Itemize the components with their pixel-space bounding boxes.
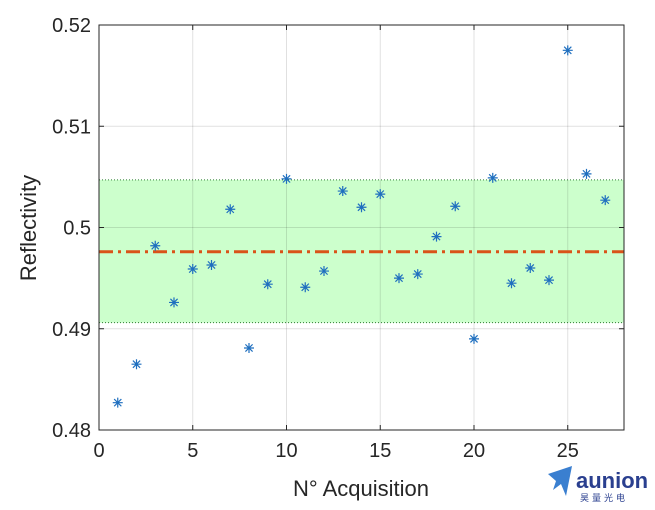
data-point — [244, 342, 254, 353]
logo-arrow-icon — [548, 466, 572, 496]
data-point — [431, 231, 442, 242]
data-point — [356, 202, 367, 213]
data-point — [412, 269, 423, 280]
data-point — [450, 201, 461, 212]
y-tick-label: 0.52 — [52, 15, 91, 37]
data-point — [544, 275, 554, 286]
data-point — [225, 204, 236, 215]
y-tick-label: 0.48 — [52, 420, 91, 442]
data-point — [112, 397, 123, 408]
aunion-logo: aunion 昊量光电 — [548, 466, 648, 503]
data-point — [506, 278, 517, 289]
x-tick-label: 10 — [275, 440, 297, 462]
data-point — [337, 186, 348, 197]
data-point — [469, 333, 479, 344]
x-tick-label: 15 — [369, 440, 391, 462]
y-axis-title: Reflectivity — [16, 175, 41, 281]
y-tick-label: 0.51 — [52, 116, 91, 138]
data-point — [131, 359, 142, 370]
data-point — [206, 259, 217, 270]
data-points — [112, 45, 611, 408]
data-point — [169, 297, 179, 308]
data-point — [487, 172, 498, 183]
x-tick-label: 5 — [187, 440, 198, 462]
data-point — [600, 195, 611, 206]
data-point — [319, 266, 329, 277]
logo-name: aunion — [576, 468, 648, 493]
logo-subtitle: 昊量光电 — [580, 492, 628, 503]
y-axis-ticks: 0.48 0.49 0.5 0.51 0.52 — [52, 15, 624, 442]
y-tick-label: 0.49 — [52, 319, 91, 341]
data-point — [525, 263, 536, 273]
x-tick-label: 20 — [463, 440, 485, 462]
data-point — [281, 173, 292, 184]
x-axis-ticks: 0 5 10 15 20 25 — [93, 25, 579, 462]
x-tick-label: 0 — [93, 440, 104, 462]
data-point — [300, 282, 311, 293]
data-point — [150, 240, 161, 251]
x-tick-label: 25 — [557, 440, 579, 462]
data-point — [187, 264, 198, 275]
data-point — [581, 168, 592, 179]
data-point — [562, 45, 573, 56]
data-point — [262, 279, 273, 290]
data-point — [394, 273, 404, 284]
y-tick-label: 0.5 — [63, 218, 91, 240]
data-point — [375, 189, 386, 200]
x-axis-title: N° Acquisition — [293, 476, 429, 501]
